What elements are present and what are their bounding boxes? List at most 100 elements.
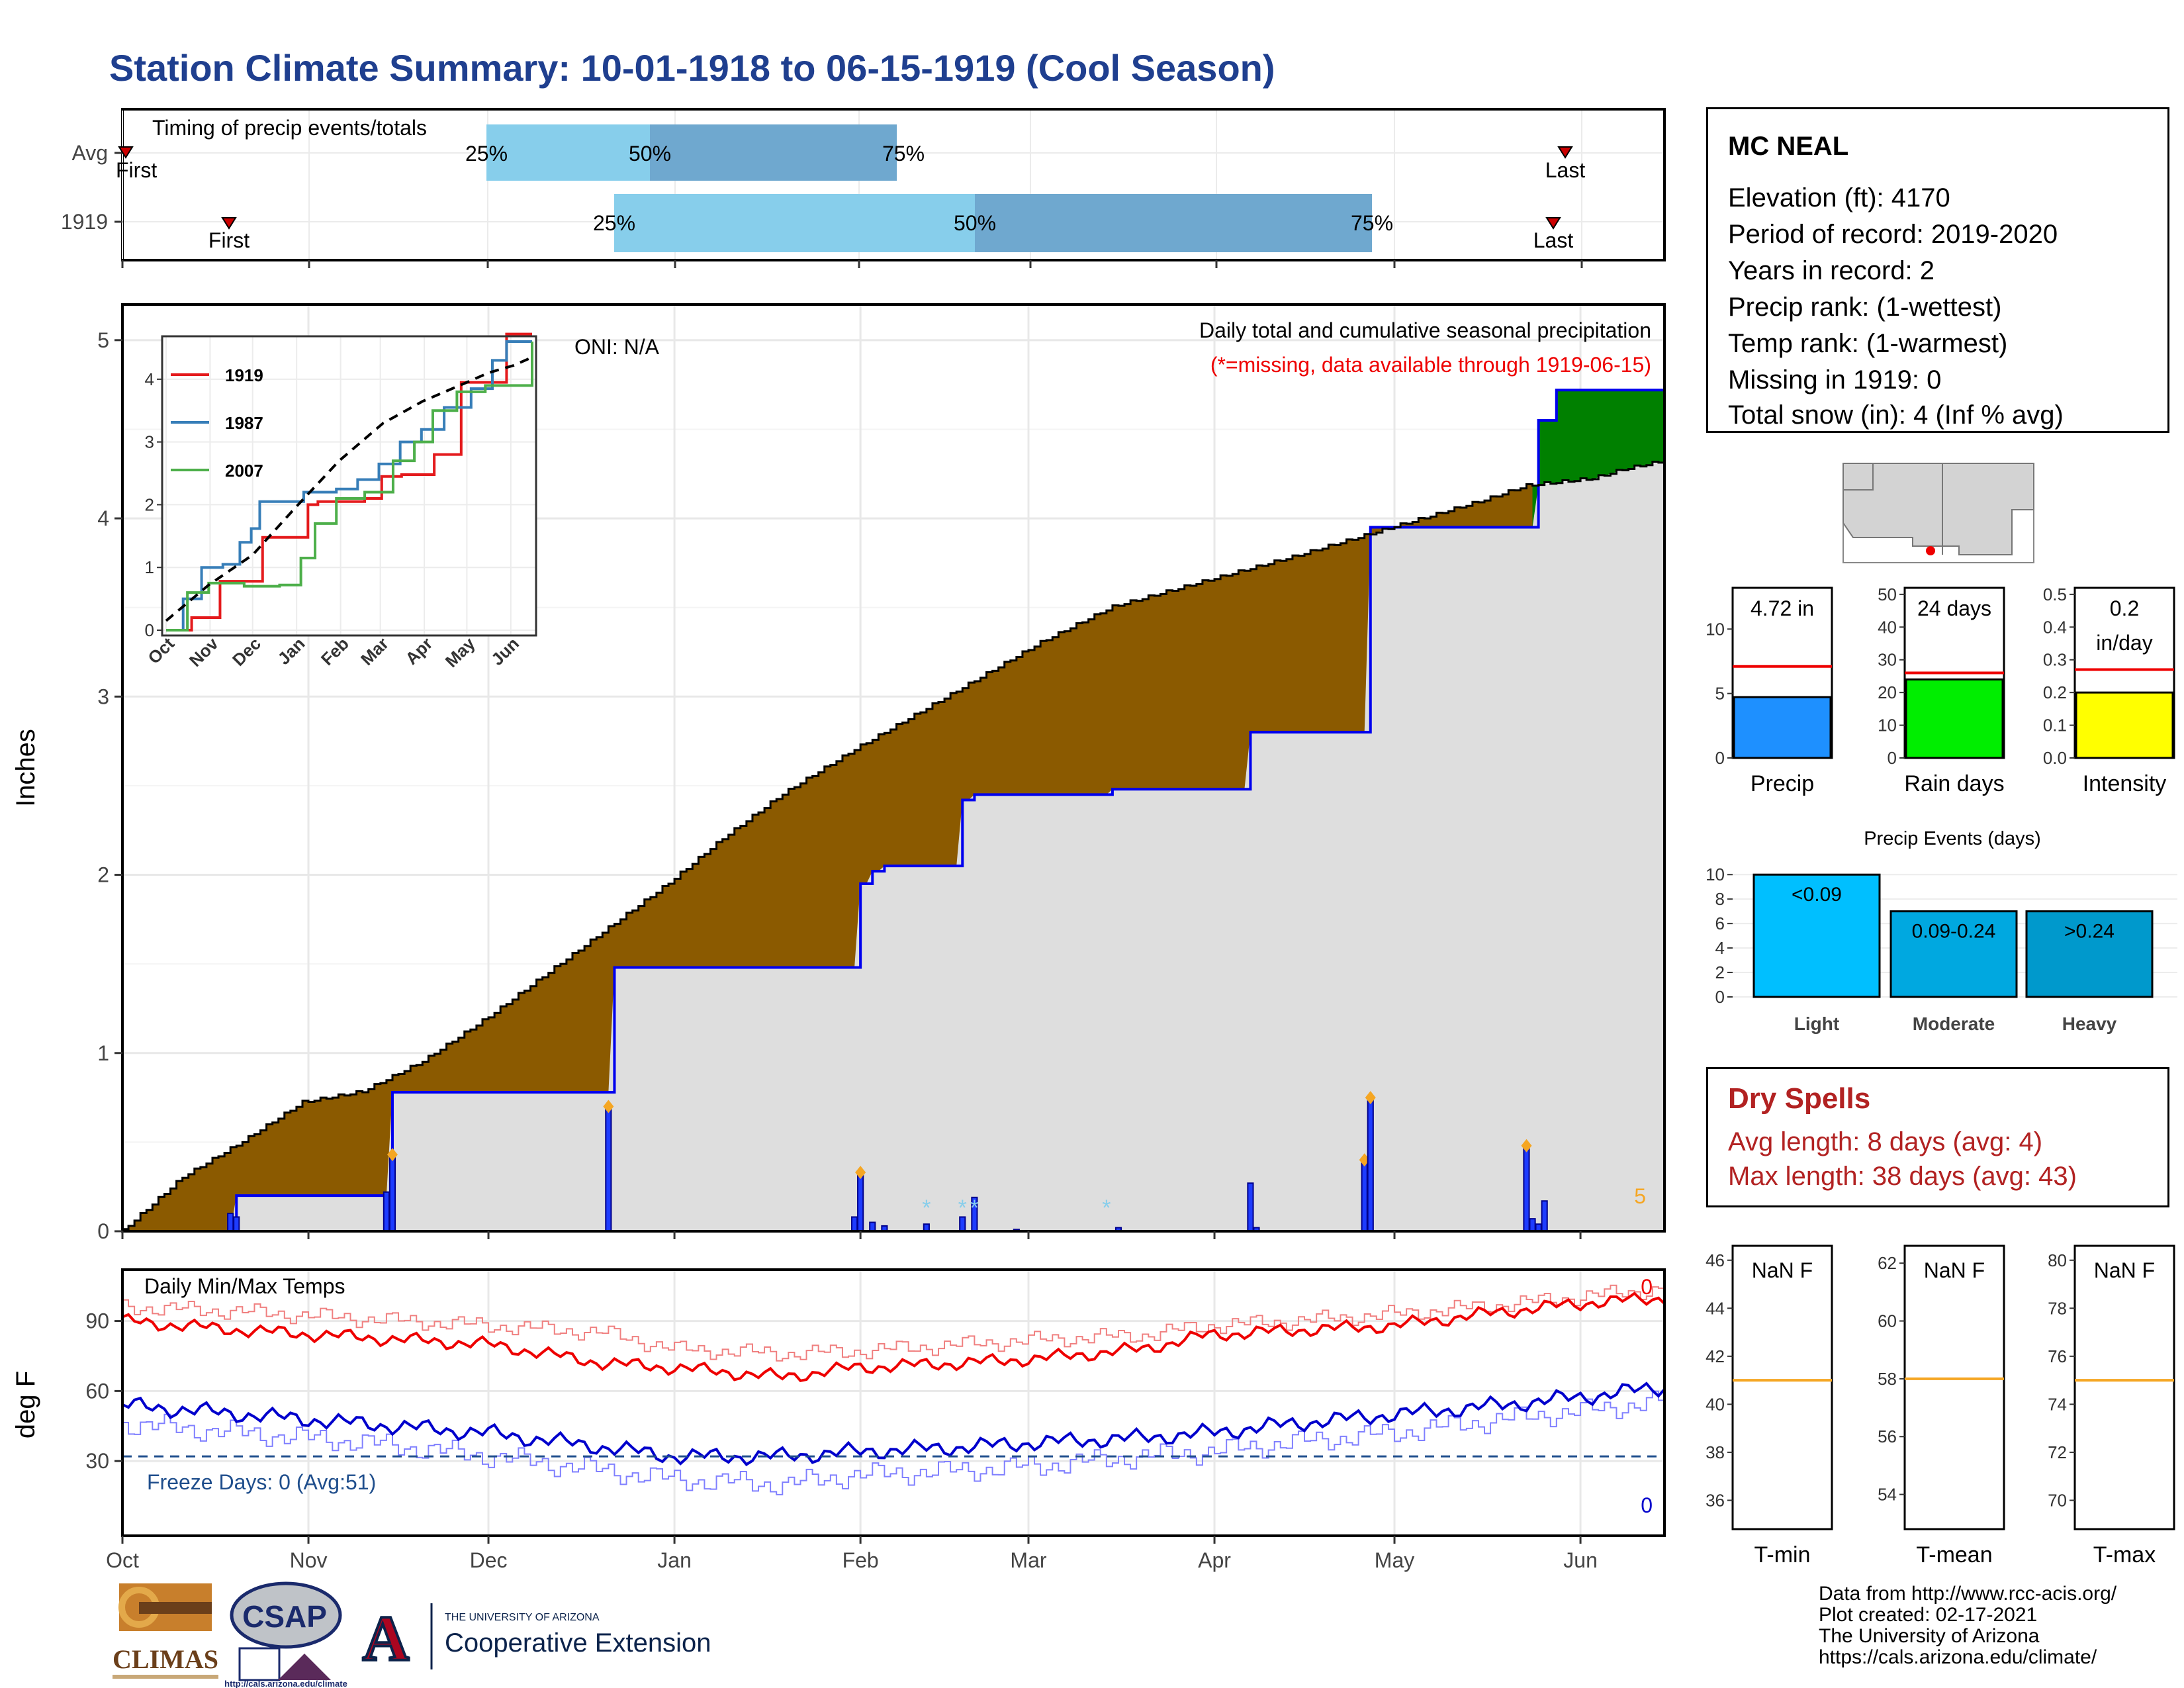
daily-precip-bar — [383, 1191, 390, 1233]
mini-bar-value — [1905, 678, 2004, 759]
daily-precip-bar — [850, 1216, 858, 1233]
temp-frame — [121, 1268, 1666, 1537]
events-category-label: Light — [1794, 1013, 1839, 1034]
inset-series-1987 — [166, 340, 532, 632]
credit-line: The University of Arizona — [1819, 1625, 2040, 1647]
climas-logo-underline — [113, 1675, 218, 1679]
legend-label-1919: 1919 — [225, 365, 263, 385]
events-category-label: Moderate — [1913, 1013, 1995, 1034]
mini-bar-label: Precip — [1751, 771, 1814, 796]
inset-frame — [161, 335, 537, 637]
deficit-area — [122, 390, 1664, 1232]
precip-y-label: Inches — [11, 729, 40, 807]
dry-spells-avg: Avg length: 8 days (avg: 4) — [1728, 1127, 2043, 1156]
dry-spells-max: Max length: 38 days (avg: 43) — [1728, 1162, 2077, 1191]
month-label: Mar — [1010, 1548, 1046, 1572]
legend-label-1987: 1987 — [225, 413, 263, 433]
credit-line: https://cals.arizona.edu/climate/ — [1819, 1646, 2097, 1668]
temp-box-tick-label: 42 — [1706, 1346, 1725, 1366]
mini-bar-tick-label: 0 — [1888, 748, 1897, 768]
mini-bar-label: Intensity — [2083, 771, 2167, 796]
events-y-tick-label: 8 — [1715, 889, 1725, 909]
events-category-label: Heavy — [2062, 1013, 2117, 1034]
temp-box-label: T-max — [2093, 1542, 2156, 1568]
cumulative-1919-line — [122, 389, 1664, 1233]
climas-logo-text: CLIMAS — [113, 1644, 218, 1674]
climas-logo-band — [139, 1602, 212, 1614]
events-axes: 0 2 4 6 8 10 — [1706, 865, 1733, 1007]
inset-y-tick-label: 4 — [145, 369, 154, 389]
base-area — [122, 461, 1664, 1231]
temp-box-tick-label: 80 — [2048, 1250, 2067, 1270]
temp-box-tick-label: 76 — [2048, 1346, 2067, 1366]
station-info-line: Total snow (in): 4 (Inf % avg) — [1728, 400, 2064, 430]
events-bar-label: >0.24 — [2064, 921, 2115, 943]
events-y-tick-label: 0 — [1715, 987, 1725, 1007]
temp-y-tick-label: 30 — [85, 1449, 109, 1473]
snow-marker: * — [970, 1196, 979, 1221]
csap-cloud — [230, 1581, 342, 1649]
event-marker — [855, 1166, 866, 1180]
temp-y-label: deg F — [11, 1371, 40, 1438]
inset-series-2007 — [166, 342, 533, 632]
temp-box-tick-label: 36 — [1706, 1490, 1725, 1510]
snow-marker: * — [1102, 1196, 1111, 1221]
event-marker — [603, 1100, 614, 1113]
temperature-boxes: 36 38 40 42 44 46 NaN F T-min 54 56 58 60 62 NaN F T-m… — [1706, 1244, 2175, 1568]
ua-big-text: Cooperative Extension — [445, 1628, 711, 1658]
timing-avg-p25: 25% — [465, 142, 508, 165]
temp-box-tick-label: 70 — [2048, 1490, 2067, 1510]
mini-bar-tick-label: 0.3 — [2043, 650, 2067, 670]
inset-y-tick-label: 3 — [145, 432, 154, 452]
inset-y-tick-label: 1 — [145, 557, 154, 577]
timing-1919-p50: 50% — [954, 211, 996, 235]
events-y-tick-label: 6 — [1715, 914, 1725, 933]
mini-bar-tick-label: 20 — [1878, 682, 1897, 702]
mini-bar-value-label: 0.2 — [2110, 596, 2139, 620]
daily-precip-bar — [605, 1105, 612, 1232]
temp-box-tick-label: 78 — [2048, 1298, 2067, 1318]
precip-axes: 0 1 2 3 4 5 — [97, 328, 1582, 1243]
month-label: Oct — [106, 1548, 139, 1572]
temp-box-tick-label: 40 — [1706, 1394, 1725, 1414]
state-border — [1843, 463, 1874, 491]
precip-series: * * * * — [122, 389, 1666, 1233]
mini-bar-tick-label: 10 — [1878, 716, 1897, 735]
timing-1919-p25: 25% — [593, 211, 635, 235]
cumulative-average-line — [122, 461, 1666, 1231]
inset-series-1919 — [166, 332, 532, 632]
mini-bar-tick-label: 0.0 — [2043, 748, 2067, 768]
surplus-area — [1532, 390, 1664, 528]
tmin-1919-line — [122, 1382, 1666, 1466]
mini-bar-tick-label: 0 — [1715, 748, 1725, 768]
precip-y-tick-label: 0 — [97, 1219, 109, 1243]
timing-row-label-avg: Avg — [71, 141, 108, 165]
daily-precip-bar — [1361, 1159, 1368, 1233]
events-y-tick-label: 10 — [1706, 865, 1725, 884]
temp-box-label: T-mean — [1916, 1542, 1992, 1568]
station-info-line: Years in record: 2 — [1728, 256, 1935, 285]
timing-avg-first: First — [116, 158, 157, 182]
temp-box-tick-label: 56 — [1878, 1427, 1897, 1446]
event-marker — [1521, 1139, 1532, 1152]
temp-box-frame — [2073, 1244, 2175, 1530]
csap-mountain-icon — [278, 1654, 331, 1680]
timing-avg-p75: 75% — [882, 142, 925, 165]
mini-bar-value — [1733, 696, 1832, 759]
tmin-average-line — [122, 1390, 1665, 1495]
mini-bar-tick-label: 40 — [1878, 617, 1897, 637]
event-marker — [1365, 1091, 1376, 1105]
precip-y-tick-label: 1 — [97, 1041, 109, 1065]
temp-box-value: NaN F — [1752, 1258, 1813, 1282]
dry-spells-title: Dry Spells — [1728, 1082, 1871, 1115]
timing-1919-p75: 75% — [1351, 211, 1393, 235]
timing-avg-last: Last — [1545, 158, 1586, 182]
ua-a-icon: A — [363, 1603, 410, 1675]
station-info-line: Elevation (ft): 4170 — [1728, 183, 1950, 212]
tmax-1919-line — [122, 1291, 1666, 1382]
dry-spells-box: Dry Spells Avg length: 8 days (avg: 4) M… — [1706, 1067, 2169, 1207]
mini-bar-tick-label: 0.5 — [2043, 585, 2067, 604]
event-marker — [387, 1148, 398, 1162]
station-info-box: MC NEAL Elevation (ft): 4170 Period of r… — [1706, 107, 2169, 433]
